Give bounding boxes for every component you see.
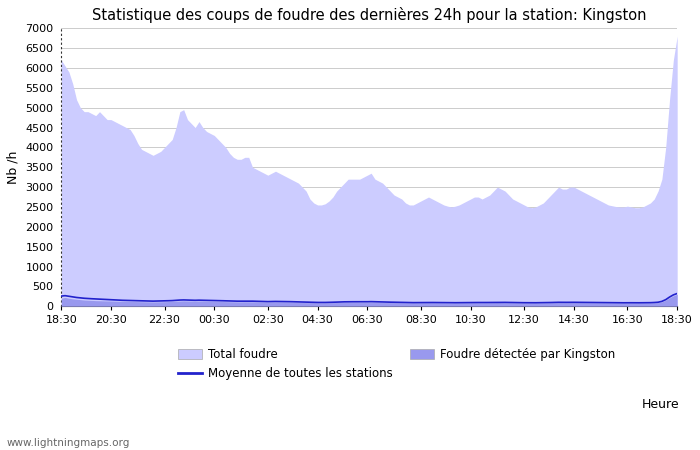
Title: Statistique des coups de foudre des dernières 24h pour la station: Kingston: Statistique des coups de foudre des dern… xyxy=(92,7,647,23)
Text: www.lightningmaps.org: www.lightningmaps.org xyxy=(7,438,130,448)
Y-axis label: Nb /h: Nb /h xyxy=(7,151,20,184)
Legend: Total foudre, Moyenne de toutes les stations, Foudre détectée par Kingston: Total foudre, Moyenne de toutes les stat… xyxy=(178,348,615,380)
Text: Heure: Heure xyxy=(641,398,679,411)
